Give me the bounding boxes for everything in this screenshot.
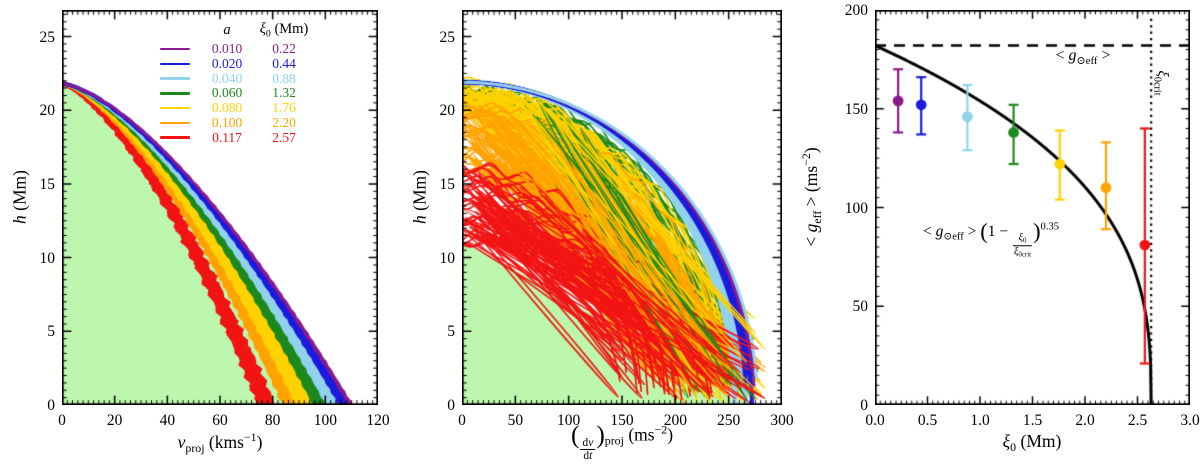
- legend-a-value: 0.010: [211, 41, 243, 56]
- y-tick-label: 15: [39, 175, 56, 193]
- legend-xi0-value: 0.44: [272, 55, 296, 71]
- legend-row: 0.100 2.20: [160, 115, 310, 130]
- y-tick-label: 20: [39, 102, 56, 120]
- x-tick-label: 120: [366, 412, 390, 429]
- y-tick-label: 25: [39, 28, 56, 46]
- legend-xi0-value: 0.22: [272, 41, 296, 56]
- legend-line-swatch: [160, 136, 190, 140]
- legend-xi0-value: 1.32: [272, 85, 296, 101]
- legend-a-value: 0.117: [212, 129, 242, 145]
- legend-line-swatch: [160, 62, 190, 66]
- y-tick-label: 0: [47, 397, 55, 414]
- y-tick-label: 150: [844, 100, 868, 118]
- x-tick-label: 40: [159, 412, 176, 429]
- x-tick-label: 80: [264, 412, 281, 429]
- legend-a-value: 0.020: [211, 55, 243, 71]
- g-sun-eff-annotation: < g⊙eff >: [1055, 47, 1111, 67]
- fit-formula-annotation: < g⊙eff > (1 − ξ0 ξ0crit)0.35: [923, 218, 1059, 260]
- x-tick-label: 20: [106, 412, 123, 429]
- middle-x-axis-label: (dv dt)proj (ms−2): [570, 420, 674, 463]
- middle-plot-canvas: [462, 10, 782, 405]
- legend-row: 0.080 1.76: [160, 100, 310, 115]
- x-tick-label: 150: [610, 412, 634, 429]
- x-tick-label: 300: [770, 412, 794, 429]
- y-tick-label: 5: [447, 323, 455, 341]
- legend-line-swatch: [160, 77, 190, 80]
- legend-row: 0.117 2.57: [160, 130, 310, 145]
- x-tick-label: 2.0: [1075, 412, 1095, 429]
- x-tick-label: 60: [212, 412, 228, 429]
- legend-row: 0.060 1.32: [160, 85, 310, 100]
- legend-a-value: 0.100: [211, 114, 243, 130]
- legend-header-a: a: [223, 22, 231, 38]
- legend-row: 0.040 0.88: [160, 71, 310, 86]
- legend-xi0-value: 1.76: [272, 100, 296, 116]
- x-tick-label: 0: [58, 412, 66, 429]
- left-x-axis-label: vproj (kms−1): [177, 429, 263, 456]
- legend-xi0-value: 2.57: [272, 129, 296, 145]
- y-tick-label: 5: [47, 323, 55, 341]
- y-tick-label: 15: [439, 175, 456, 193]
- y-tick-label: 20: [439, 102, 456, 120]
- x-tick-label: 1.5: [1022, 412, 1043, 429]
- x-tick-label: 250: [717, 412, 741, 429]
- x-tick-label: 50: [507, 412, 524, 429]
- legend: a ξ0 (Mm) 0.010 0.22 0.020 0.44 0.040 0.88 0.060…: [160, 20, 310, 145]
- y-tick-label: 10: [39, 249, 56, 267]
- y-tick-label: 0: [860, 397, 868, 414]
- legend-line-swatch: [160, 47, 190, 51]
- legend-header: a ξ0 (Mm): [160, 20, 310, 41]
- y-tick-label: 200: [844, 2, 868, 19]
- y-tick-label: 0: [447, 397, 455, 414]
- x-tick-label: 0.0: [865, 412, 885, 429]
- legend-a-value: 0.060: [211, 85, 243, 101]
- legend-xi0-value: 2.20: [272, 114, 296, 130]
- legend-a-value: 0.080: [211, 100, 243, 116]
- x-tick-label: 0.5: [917, 412, 938, 429]
- left-plot-canvas: [62, 10, 378, 405]
- y-tick-label: 50: [852, 298, 869, 316]
- x-tick-label: 200: [663, 412, 687, 429]
- legend-line-swatch: [160, 121, 190, 125]
- x-tick-label: 2.5: [1127, 412, 1148, 429]
- y-tick-label: 100: [844, 199, 868, 217]
- legend-line-swatch: [160, 92, 190, 95]
- x-tick-label: 3.0: [1180, 412, 1200, 429]
- y-tick-label: 25: [439, 28, 456, 46]
- legend-row: 0.020 0.44: [160, 56, 310, 71]
- right-plot-canvas: [875, 10, 1190, 405]
- legend-a-value: 0.040: [211, 70, 243, 86]
- legend-header-xi0: ξ0 (Mm): [259, 21, 309, 40]
- x-tick-label: 1.0: [970, 412, 990, 429]
- legend-line-swatch: [160, 106, 190, 110]
- xi0crit-annotation: ξ0crit: [1151, 70, 1171, 96]
- x-tick-label: 100: [313, 412, 337, 429]
- x-tick-label: 0: [458, 412, 466, 429]
- legend-row: 0.010 0.22: [160, 41, 310, 56]
- right-x-axis-label: ξ0 (Mm): [1002, 430, 1062, 455]
- x-tick-label: 100: [557, 412, 581, 429]
- legend-xi0-value: 0.88: [272, 70, 296, 86]
- y-tick-label: 10: [439, 249, 456, 267]
- right-y-axis-label: < geff > (ms−2): [798, 147, 825, 247]
